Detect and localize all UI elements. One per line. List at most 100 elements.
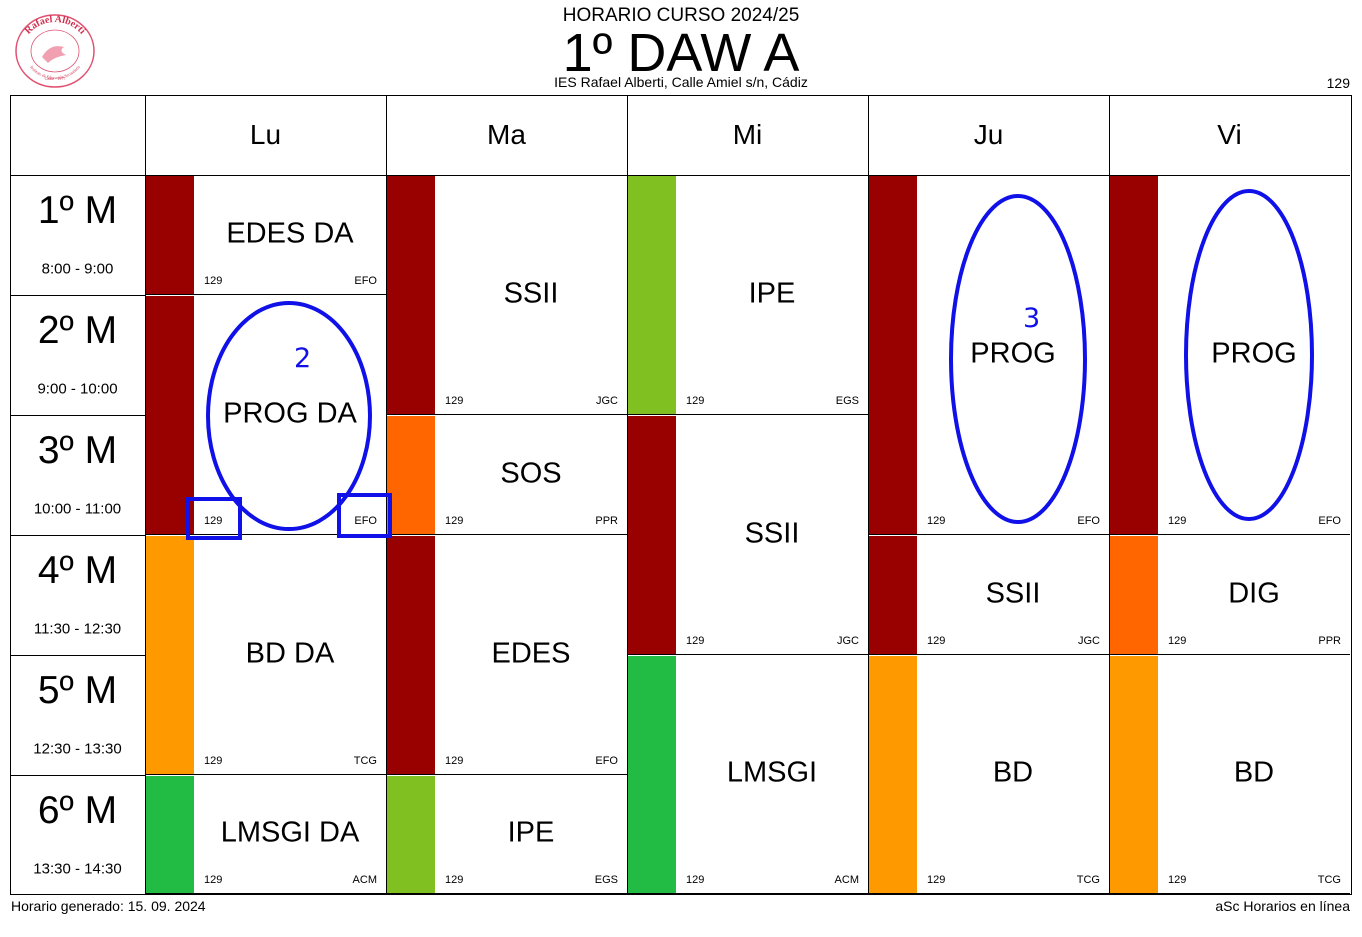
svg-text:Rafael Alberti: Rafael Alberti	[23, 14, 88, 37]
lesson-cell[interactable]: SSII 129 JGC	[628, 416, 868, 655]
subject-color-bar	[869, 176, 917, 534]
lesson-subject: SOS	[500, 457, 562, 489]
day-header-mi: Mi	[732, 119, 763, 150]
lesson-teacher: PPR	[595, 515, 618, 527]
annotation-number-two: 2	[294, 343, 312, 374]
lesson-cell[interactable]: BD 129 TCG	[1110, 656, 1350, 894]
period-time: 13:30 - 14:30	[33, 860, 122, 878]
period-label: 6º M 13:30 - 14:30	[11, 775, 144, 894]
timetable-grid	[10, 95, 1352, 895]
lesson-teacher: JGC	[837, 635, 859, 647]
lesson-subject: BD	[1233, 756, 1275, 789]
lesson-room: 129	[1168, 515, 1187, 527]
day-header-ma: Ma	[487, 119, 526, 150]
lesson-teacher: JGC	[596, 395, 618, 407]
lesson-room: 129	[445, 755, 464, 767]
lesson-subject: LMSGI	[726, 756, 818, 789]
lesson-cell[interactable]: LMSGI 129 ACM	[628, 656, 868, 894]
period-label: 1º M 8:00 - 9:00	[11, 175, 144, 295]
lesson-subject: IPE	[507, 816, 555, 849]
period-name: 5º M	[37, 669, 118, 712]
lesson-cell[interactable]: SOS 129 PPR	[387, 416, 627, 535]
lesson-teacher: ACM	[352, 874, 377, 886]
subject-color-bar	[869, 656, 917, 893]
day-header-vi: Vi	[1217, 119, 1242, 150]
period-time: 9:00 - 10:00	[37, 380, 118, 398]
lesson-cell[interactable]: SSII 129 JGC	[869, 536, 1109, 655]
subject-color-bar	[387, 176, 435, 414]
class-title: 1º DAW A	[562, 23, 800, 83]
lesson-subject: EDES DA	[226, 217, 354, 249]
subject-color-bar	[387, 776, 435, 893]
subject-color-bar	[628, 416, 676, 654]
lesson-teacher: EGS	[594, 874, 618, 886]
subject-color-bar	[146, 176, 194, 294]
lesson-room: 129	[204, 874, 223, 886]
lesson-subject: SSII	[985, 577, 1041, 609]
lesson-cell[interactable]: IPE 129 EGS	[628, 176, 868, 415]
lesson-cell[interactable]: BD 129 TCG	[869, 656, 1109, 894]
lesson-subject: EDES	[491, 637, 571, 669]
lesson-subject: SSII	[744, 517, 800, 549]
lesson-teacher: JGC	[1078, 635, 1100, 647]
lesson-cell[interactable]: DIG 129 PPR	[1110, 536, 1350, 655]
period-name: 6º M	[37, 789, 118, 832]
subject-color-bar	[869, 536, 917, 654]
period-name: 1º M	[37, 189, 118, 232]
lesson-room: 129	[927, 515, 946, 527]
lesson-subject: LMSGI DA	[220, 816, 360, 849]
subject-color-bar	[1110, 536, 1158, 654]
column-divider	[627, 96, 628, 894]
schedule-subtitle: HORARIO CURSO 2024/25	[562, 5, 800, 26]
period-label: 5º M 12:30 - 13:30	[11, 655, 144, 775]
lesson-subject: PROG	[970, 337, 1056, 369]
subject-color-bar	[146, 536, 194, 774]
lesson-room: 129	[927, 635, 946, 647]
lesson-teacher: TCG	[353, 755, 377, 767]
lesson-room: 129	[927, 874, 946, 886]
lesson-cell[interactable]: IPE 129 EGS	[387, 776, 627, 894]
period-name: 4º M	[37, 549, 118, 592]
period-name: 3º M	[37, 429, 118, 472]
subject-color-bar	[628, 176, 676, 414]
lesson-teacher: EFO	[354, 275, 377, 287]
lesson-cell[interactable]: PROG 129 EFO	[869, 176, 1109, 535]
generated-date: Horario generado: 15. 09. 2024	[11, 898, 206, 914]
period-time: 10:00 - 11:00	[33, 500, 122, 518]
lesson-teacher: TCG	[1076, 874, 1100, 886]
subject-color-bar	[387, 416, 435, 534]
period-divider	[11, 295, 145, 296]
lesson-room: 129	[686, 395, 705, 407]
period-time: 12:30 - 13:30	[33, 740, 122, 758]
lesson-cell[interactable]: PROG 129 EFO	[1110, 176, 1350, 535]
lesson-room: 129	[686, 635, 705, 647]
lesson-teacher: EGS	[835, 395, 859, 407]
lesson-cell[interactable]: LMSGI DA 129 ACM	[146, 776, 386, 894]
period-divider	[11, 655, 145, 656]
lesson-teacher: ACM	[834, 874, 859, 886]
subject-color-bar	[1110, 656, 1158, 893]
lesson-cell[interactable]: SSII 129 JGC	[387, 176, 627, 415]
school-logo: Rafael Alberti Instituto de Educación Se…	[15, 14, 95, 88]
lesson-cell[interactable]: EDES DA 129 EFO	[146, 176, 386, 295]
column-divider	[868, 96, 869, 894]
lesson-cell[interactable]: EDES 129 EFO	[387, 536, 627, 775]
lesson-teacher: EFO	[1318, 515, 1341, 527]
school-address: IES Rafael Alberti, Calle Amiel s/n, Cád…	[554, 74, 808, 90]
lesson-cell[interactable]: PROG DA 129 EFO	[146, 296, 386, 535]
period-divider	[11, 535, 145, 536]
period-label: 3º M 10:00 - 11:00	[11, 415, 144, 535]
header-divider	[11, 175, 1350, 176]
lesson-room: 129	[204, 755, 223, 767]
period-time: 8:00 - 9:00	[41, 260, 114, 278]
subject-color-bar	[146, 296, 194, 534]
lesson-cell[interactable]: BD DA 129 TCG	[146, 536, 386, 775]
svg-text:Cádiz · 1977: Cádiz · 1977	[45, 76, 66, 81]
lesson-room: 129	[1168, 874, 1187, 886]
period-time: 11:30 - 12:30	[33, 620, 122, 638]
lesson-room: 129	[445, 395, 464, 407]
room-number: 129	[1326, 75, 1350, 91]
lesson-subject: DIG	[1228, 577, 1280, 609]
lesson-subject: SSII	[503, 277, 559, 309]
lesson-room: 129	[445, 874, 464, 886]
